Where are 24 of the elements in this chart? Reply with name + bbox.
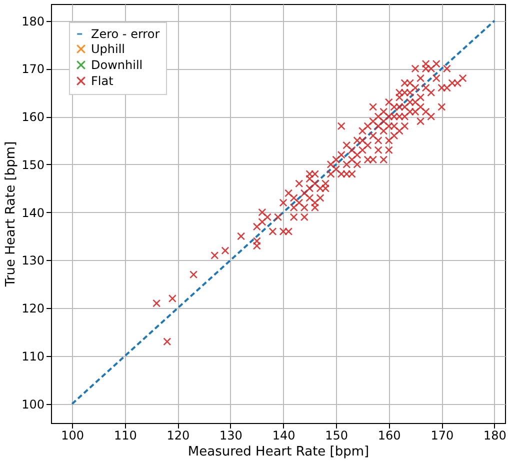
- y-tick-label: 160: [22, 110, 44, 124]
- y-tick-label: 130: [22, 254, 44, 268]
- y-tick-label: 140: [22, 206, 44, 220]
- x-tick-label: 180: [483, 428, 506, 442]
- legend-label: Uphill: [91, 42, 126, 56]
- x-tick-label: 160: [378, 428, 401, 442]
- y-tick-label: 110: [22, 349, 44, 364]
- x-tick-label: 120: [166, 428, 190, 442]
- legend-label: Zero - error: [91, 27, 160, 41]
- x-tick-label: 100: [61, 428, 84, 442]
- x-tick-label: 150: [325, 428, 348, 442]
- x-tick-label: 170: [430, 428, 454, 442]
- y-tick-label: 150: [22, 158, 44, 172]
- x-axis-title: Measured Heart Rate [bpm]: [188, 444, 370, 460]
- y-tick-label: 180: [22, 14, 44, 28]
- x-tick-label: 110: [114, 428, 137, 442]
- x-tick-label: 140: [272, 428, 296, 442]
- y-tick-label: 100: [22, 397, 44, 412]
- x-tick-label: 130: [220, 428, 242, 442]
- y-tick-label: 120: [22, 302, 44, 316]
- legend-label: Flat: [91, 74, 114, 88]
- y-axis-title: True Heart Rate [bpm]: [4, 141, 19, 288]
- legend-label: Downhill: [91, 58, 143, 72]
- y-tick-label: 170: [22, 62, 44, 76]
